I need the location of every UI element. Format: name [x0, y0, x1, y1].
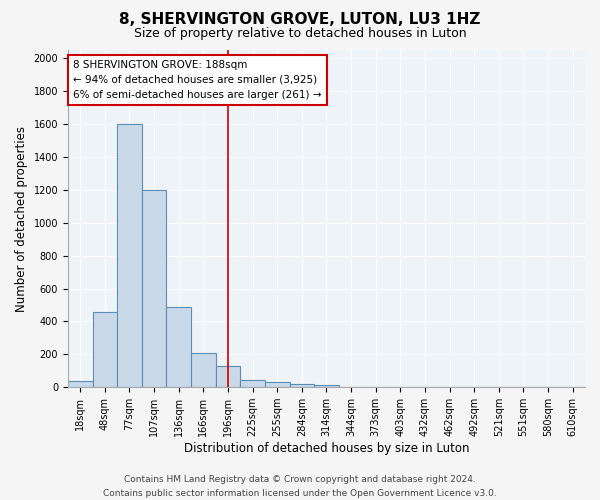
- Bar: [191, 352, 215, 387]
- Bar: [314, 385, 339, 387]
- Bar: [290, 384, 314, 387]
- Text: Contains HM Land Registry data © Crown copyright and database right 2024.
Contai: Contains HM Land Registry data © Crown c…: [103, 476, 497, 498]
- Bar: [166, 306, 191, 387]
- Text: 8, SHERVINGTON GROVE, LUTON, LU3 1HZ: 8, SHERVINGTON GROVE, LUTON, LU3 1HZ: [119, 12, 481, 28]
- Bar: [92, 312, 117, 387]
- Bar: [68, 382, 92, 387]
- Y-axis label: Number of detached properties: Number of detached properties: [15, 126, 28, 312]
- Bar: [215, 366, 240, 387]
- Text: Size of property relative to detached houses in Luton: Size of property relative to detached ho…: [134, 28, 466, 40]
- Bar: [142, 190, 166, 387]
- Bar: [117, 124, 142, 387]
- Text: 8 SHERVINGTON GROVE: 188sqm
← 94% of detached houses are smaller (3,925)
6% of s: 8 SHERVINGTON GROVE: 188sqm ← 94% of det…: [73, 60, 322, 100]
- Bar: [265, 382, 290, 387]
- Bar: [240, 380, 265, 387]
- X-axis label: Distribution of detached houses by size in Luton: Distribution of detached houses by size …: [184, 442, 469, 455]
